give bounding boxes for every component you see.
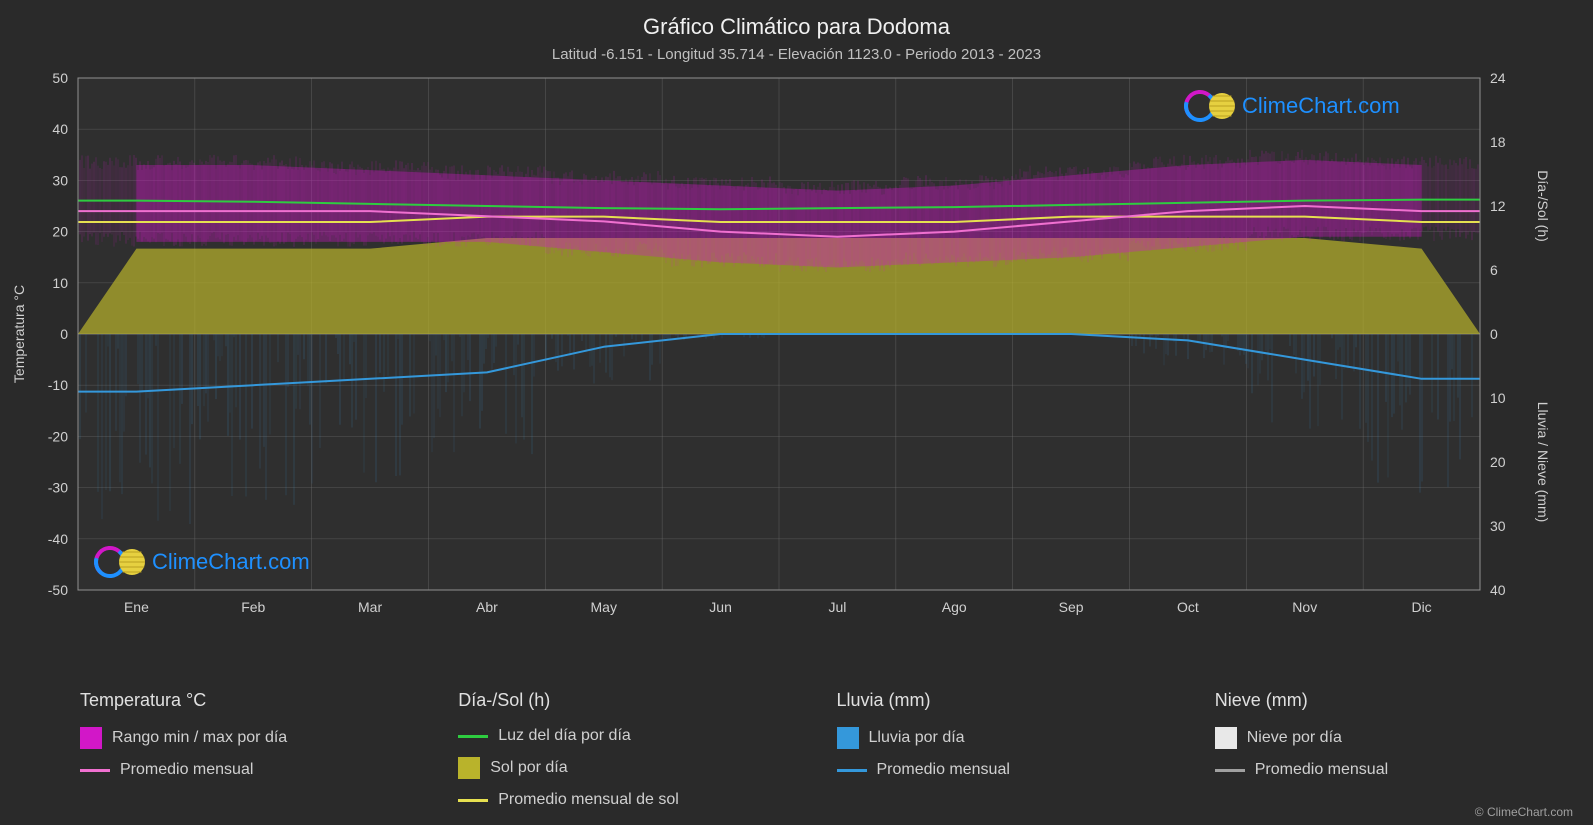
svg-text:Ene: Ene [124, 599, 149, 615]
svg-text:0: 0 [60, 326, 68, 342]
legend-item: Rango min / max por día [80, 727, 418, 749]
footer-copyright: © ClimeChart.com [1475, 805, 1573, 819]
legend-swatch-icon [458, 757, 480, 779]
svg-text:-40: -40 [48, 531, 68, 547]
legend-header: Lluvia (mm) [837, 690, 1175, 711]
svg-text:Temperatura °C: Temperatura °C [11, 285, 27, 383]
legend-header: Día-/Sol (h) [458, 690, 796, 711]
climate-chart-container: Gráfico Climático para Dodoma Latitud -6… [0, 0, 1593, 825]
chart-svg: -50 -40 -30 -20 -10 0 10 20 30 40 50 0 6 12 18 24 10 20 30… [0, 60, 1593, 620]
legend-area: Temperatura °C Rango min / max por día Pro… [80, 690, 1553, 809]
legend-item: Sol por día [458, 757, 796, 779]
svg-text:10: 10 [1490, 390, 1506, 406]
legend-item: Luz del día por día [458, 727, 796, 745]
svg-text:Sep: Sep [1059, 599, 1084, 615]
svg-text:-50: -50 [48, 582, 68, 598]
svg-text:-20: -20 [48, 428, 68, 444]
legend-item-label: Nieve por día [1247, 729, 1342, 747]
legend-item-label: Lluvia por día [869, 729, 965, 747]
svg-text:Feb: Feb [241, 599, 265, 615]
svg-text:18: 18 [1490, 134, 1506, 150]
legend-item-label: Promedio mensual de sol [498, 791, 679, 809]
legend-item-label: Luz del día por día [498, 727, 631, 745]
svg-text:30: 30 [1490, 518, 1506, 534]
svg-text:May: May [591, 599, 617, 615]
legend-line-icon [458, 735, 488, 738]
legend-item: Nieve por día [1215, 727, 1553, 749]
legend-item: Lluvia por día [837, 727, 1175, 749]
legend-line-icon [1215, 769, 1245, 772]
legend-swatch-icon [80, 727, 102, 749]
legend-line-icon [80, 769, 110, 772]
svg-text:6: 6 [1490, 262, 1498, 278]
svg-text:20: 20 [52, 224, 68, 240]
svg-text:Oct: Oct [1177, 599, 1199, 615]
svg-text:Lluvia / Nieve (mm): Lluvia / Nieve (mm) [1535, 402, 1551, 523]
legend-swatch-icon [1215, 727, 1237, 749]
svg-text:20: 20 [1490, 454, 1506, 470]
legend-item-label: Promedio mensual [1255, 761, 1388, 779]
chart-title: Gráfico Climático para Dodoma [0, 0, 1593, 40]
svg-text:ClimeChart.com: ClimeChart.com [1242, 93, 1400, 118]
svg-text:24: 24 [1490, 70, 1506, 86]
svg-text:12: 12 [1490, 198, 1506, 214]
legend-item-label: Rango min / max por día [112, 729, 287, 747]
legend-item: Promedio mensual de sol [458, 791, 796, 809]
legend-column: Lluvia (mm) Lluvia por día Promedio mensua… [837, 690, 1175, 809]
svg-text:Ago: Ago [942, 599, 967, 615]
legend-swatch-icon [837, 727, 859, 749]
legend-header: Nieve (mm) [1215, 690, 1553, 711]
svg-text:Dic: Dic [1411, 599, 1431, 615]
legend-item: Promedio mensual [837, 761, 1175, 779]
legend-column: Día-/Sol (h) Luz del día por día Sol por d… [458, 690, 796, 809]
svg-text:50: 50 [52, 70, 68, 86]
legend-line-icon [837, 769, 867, 772]
svg-text:10: 10 [52, 275, 68, 291]
svg-text:-30: -30 [48, 480, 68, 496]
legend-item-label: Promedio mensual [120, 761, 253, 779]
svg-text:40: 40 [1490, 582, 1506, 598]
legend-item: Promedio mensual [1215, 761, 1553, 779]
svg-text:40: 40 [52, 121, 68, 137]
svg-text:Nov: Nov [1292, 599, 1317, 615]
svg-text:Jun: Jun [709, 599, 732, 615]
svg-text:0: 0 [1490, 326, 1498, 342]
svg-text:Día-/Sol (h): Día-/Sol (h) [1535, 170, 1551, 242]
svg-text:Abr: Abr [476, 599, 498, 615]
legend-item: Promedio mensual [80, 761, 418, 779]
svg-text:30: 30 [52, 172, 68, 188]
svg-text:Mar: Mar [358, 599, 382, 615]
legend-line-icon [458, 799, 488, 802]
svg-text:-10: -10 [48, 377, 68, 393]
svg-text:ClimeChart.com: ClimeChart.com [152, 549, 310, 574]
svg-text:Jul: Jul [828, 599, 846, 615]
legend-item-label: Promedio mensual [877, 761, 1010, 779]
legend-column: Temperatura °C Rango min / max por día Pro… [80, 690, 418, 809]
legend-column: Nieve (mm) Nieve por día Promedio mensual [1215, 690, 1553, 809]
legend-header: Temperatura °C [80, 690, 418, 711]
legend-item-label: Sol por día [490, 759, 567, 777]
